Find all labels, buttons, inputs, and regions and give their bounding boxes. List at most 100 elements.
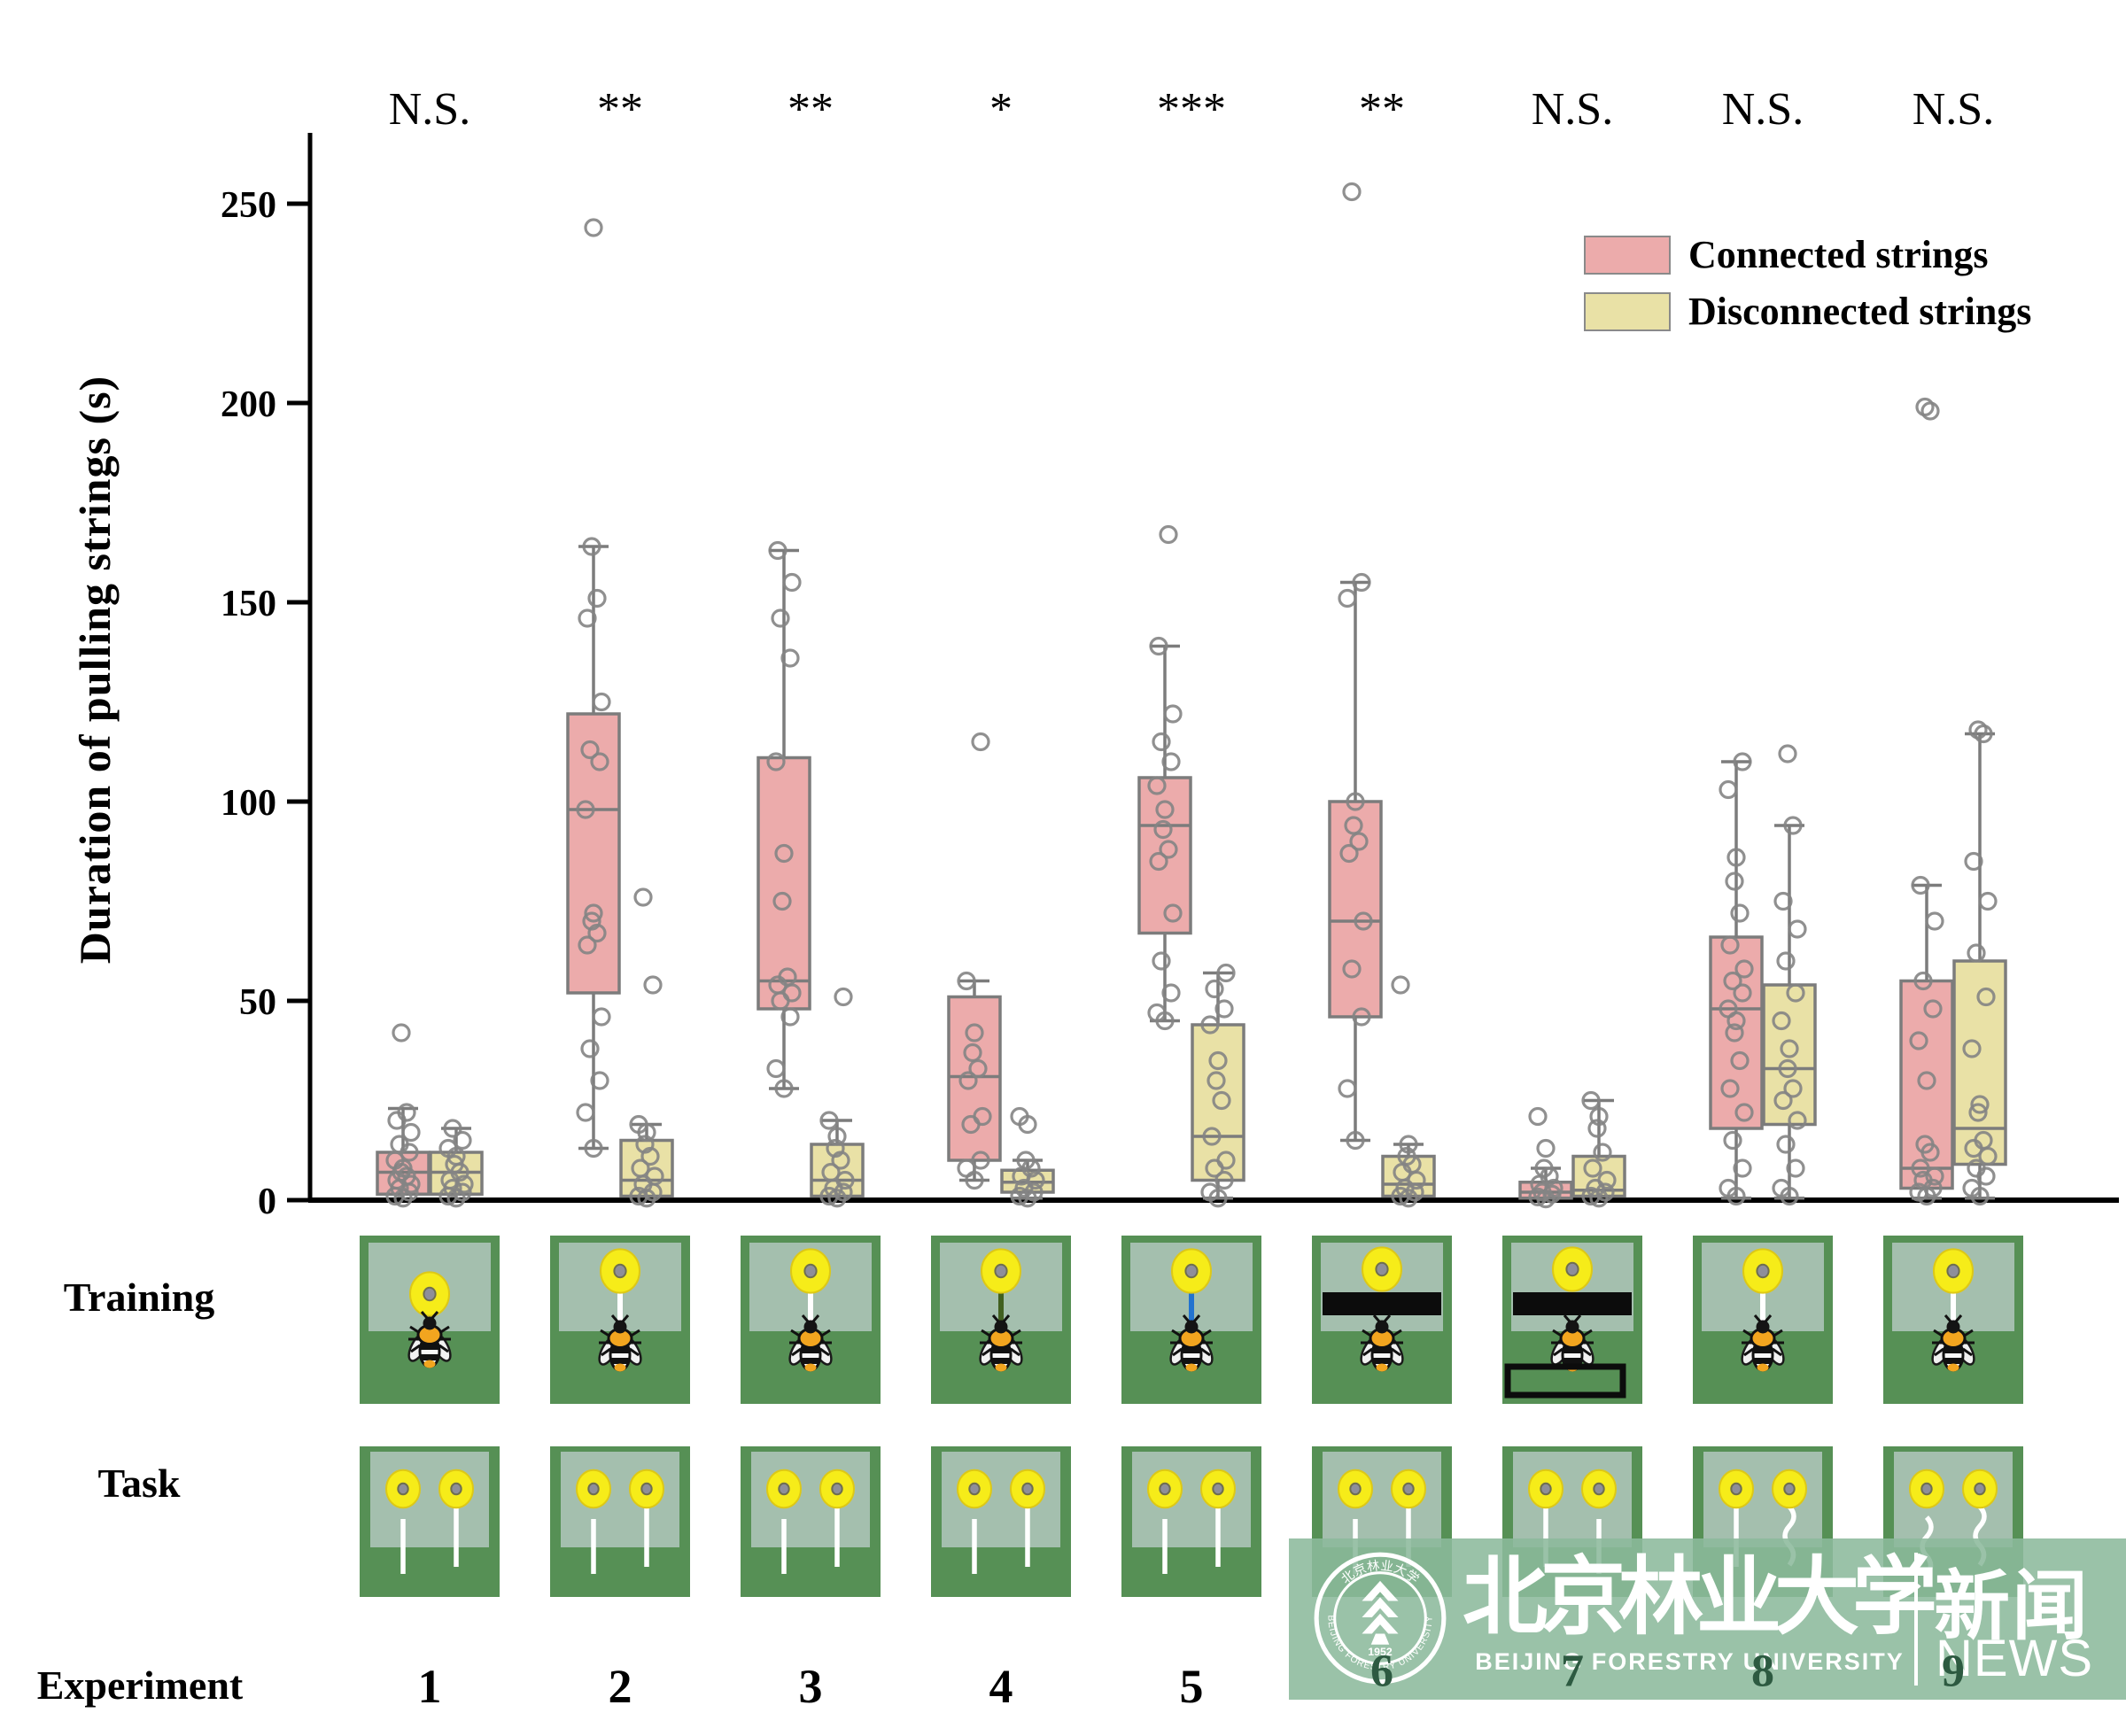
legend-swatch-disconnected [1584,292,1671,331]
data-point [1723,1130,1742,1151]
data-point [1205,979,1224,999]
bee-icon [1931,1314,1975,1372]
data-point [1725,1023,1744,1042]
data-point [1788,1111,1807,1130]
bee-leg [601,1347,611,1357]
boxplot-disconnected-exp3 [810,987,865,1208]
flower-center [968,1482,981,1496]
bee-leg [1172,1347,1183,1357]
boxplot-connected-exp6 [1328,182,1383,1151]
bee-leg [1743,1347,1754,1357]
boxplot-disconnected-exp8 [1762,744,1817,1206]
task-cell-exp5 [1121,1446,1261,1597]
training-cell-exp8 [1693,1236,1833,1404]
data-point [1016,1151,1036,1170]
task-arena-table [1323,1452,1441,1547]
training-cell-exp3 [741,1236,881,1404]
bee-antenna [991,1314,1000,1322]
bee-tail [804,1363,817,1372]
data-point [1734,959,1754,979]
data-point [1018,1189,1037,1208]
data-point [590,1071,609,1090]
y-tick-label-0: 0 [258,1182,276,1222]
significance-label-exp8: N.S. [1722,84,1804,135]
bee-head [994,1320,1008,1334]
bee-stripe [1944,1358,1962,1364]
flower-center [423,1286,437,1302]
data-point [1778,744,1797,763]
bee-head [1184,1320,1199,1334]
data-point [774,843,794,864]
data-point [1773,1090,1793,1111]
training-cell-exp1 [360,1236,500,1404]
data-point [772,891,792,911]
significance-label-exp5: *** [1157,84,1226,135]
task-arena-table [1894,1452,2013,1547]
data-point [1925,911,1944,931]
legend-label-disconnected: Disconnected strings [1688,290,2032,333]
data-point [1391,975,1410,995]
boxplot-connected-exp4 [947,732,1002,1190]
data-point [584,1138,603,1159]
flower-center [778,1482,790,1496]
data-point [1776,951,1796,971]
data-point [576,800,595,819]
boxplot-disconnected-exp1 [429,1119,484,1208]
data-point [1208,1050,1228,1071]
bee-icon [1169,1314,1214,1372]
data-point [592,692,611,712]
data-point [1730,1050,1750,1071]
data-point [1200,1015,1220,1035]
data-point [635,1135,655,1154]
flower-center [994,1263,1008,1279]
bee-stripe [991,1347,1011,1353]
data-point [819,1111,839,1130]
data-point [1149,636,1168,656]
occluder-frame [1504,1363,1626,1399]
bee-stripe [1944,1347,1963,1353]
data-point [1207,1071,1226,1090]
data-point [1534,1159,1554,1178]
data-point [1719,1178,1738,1198]
boxplot-connected-exp5 [1137,524,1192,1031]
bee-tail [995,1363,1007,1372]
flower-center [1730,1482,1742,1496]
data-point [834,1182,853,1202]
training-cell-exp9 [1883,1236,2023,1404]
watermark-banner: 北京林业大学 BEIJING FORESTRY UNIVERSITY 1952 … [1289,1538,2126,1700]
significance-label-exp2: ** [597,84,643,135]
data-point [580,1039,600,1058]
bee-leg [438,1344,449,1353]
bee-icon [979,1314,1023,1372]
data-point [1783,816,1803,835]
bee-antenna [1182,1314,1191,1322]
data-point [584,218,603,237]
data-point [1786,1159,1805,1178]
data-point [1978,891,1998,911]
bee-stripe [1753,1347,1773,1353]
flower-center [1540,1482,1552,1496]
data-point [1962,1039,1982,1058]
data-point [1720,935,1740,955]
data-point [1968,1103,1988,1122]
data-point [1216,963,1236,983]
data-point [643,975,663,995]
data-point [766,1058,786,1079]
data-point [1778,1058,1797,1079]
bee-stripe [420,1344,439,1350]
bee-head [613,1320,627,1334]
data-point [1589,1106,1609,1127]
row-label-experiment: Experiment [36,1662,244,1708]
data-point [1733,983,1752,1003]
task-arena-table [1132,1452,1251,1547]
data-point [1726,848,1746,867]
box-iqr [1762,983,1817,1127]
data-point [1342,182,1362,202]
data-point [1962,1178,1982,1198]
data-point [633,887,653,907]
bee-leg [1391,1347,1401,1357]
bee-leg [791,1347,802,1357]
data-point [1155,800,1175,819]
data-point [592,1007,611,1027]
